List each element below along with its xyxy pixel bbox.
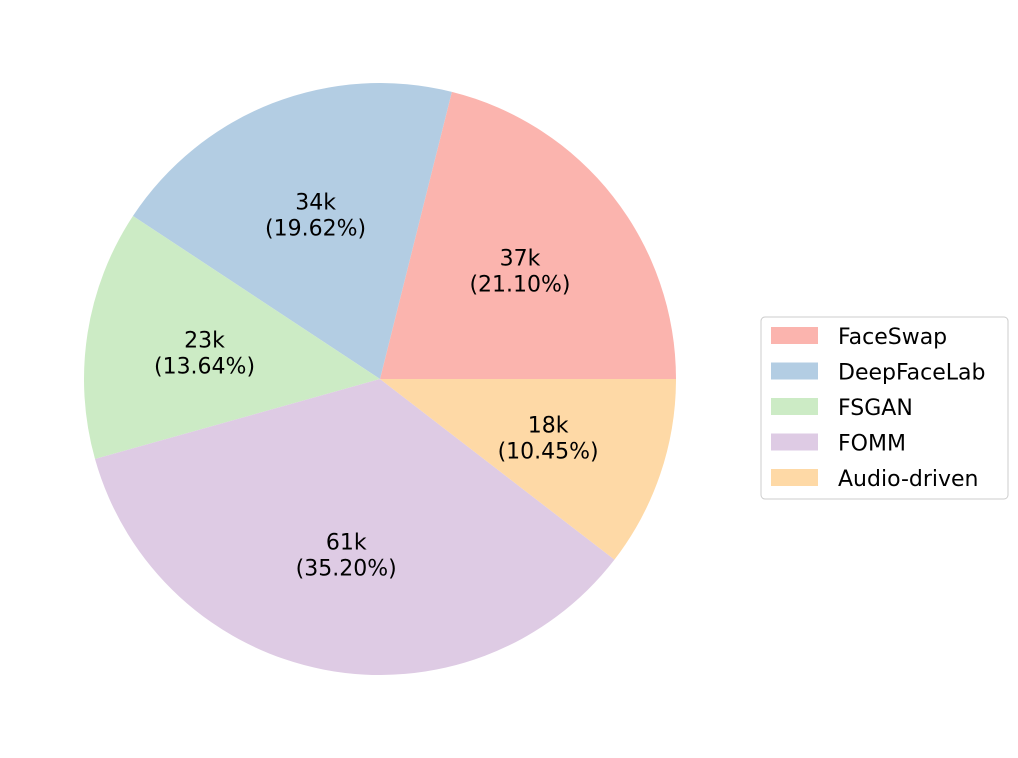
legend-label-audio-driven: Audio-driven: [838, 467, 979, 492]
legend-label-fomm: FOMM: [838, 432, 906, 457]
pie-slice-faceswap: [380, 91, 676, 379]
legend-label-fsgan: FSGAN: [838, 396, 913, 421]
legend-label-deepfacelab: DeepFaceLab: [838, 361, 985, 386]
legend-label-faceswap: FaceSwap: [838, 325, 947, 350]
legend-swatch-deepfacelab: [771, 362, 818, 380]
legend-swatch-fsgan: [771, 398, 818, 415]
pie-slice-fomm: [95, 379, 615, 675]
legend-swatch-faceswap: [771, 327, 818, 344]
pie-labels: 37k (21.10%) 34k (19.62%) 23k (13.64%) 61k (35.…: [154, 190, 599, 581]
legend-swatch-audio-driven: [771, 469, 818, 486]
pie-slice-fsgan: [84, 215, 381, 459]
slice-value-label: 61k: [326, 530, 367, 555]
slice-percent-label: (21.10%): [469, 273, 570, 298]
slice-label-fsgan: 23k (13.64%): [154, 329, 255, 380]
slice-label-fomm: 61k (35.20%): [296, 530, 397, 581]
legend-frame: [760, 316, 1009, 500]
slice-label-deepfacelab: 34k (19.62%): [265, 190, 366, 241]
slice-value-label: 34k: [295, 190, 336, 215]
slice-value-label: 23k: [184, 329, 225, 354]
pie-slice-deepfacelab: [132, 82, 452, 379]
slice-value-label: 18k: [528, 413, 569, 438]
slice-value-label: 37k: [500, 247, 541, 272]
slice-percent-label: (10.45%): [498, 439, 599, 464]
slice-percent-label: (35.20%): [296, 556, 397, 581]
pie-slice-audio-driven: [380, 379, 676, 560]
slice-percent-label: (19.62%): [265, 216, 366, 241]
slice-label-audio-driven: 18k (10.45%): [498, 413, 599, 464]
legend-swatch-fomm: [771, 433, 818, 451]
pie-slices: [84, 82, 676, 675]
slice-percent-label: (13.64%): [154, 355, 255, 380]
slice-label-faceswap: 37k (21.10%): [469, 247, 570, 298]
legend: FaceSwap DeepFaceLab FSGAN FOMM Audio-driven: [760, 316, 1009, 500]
